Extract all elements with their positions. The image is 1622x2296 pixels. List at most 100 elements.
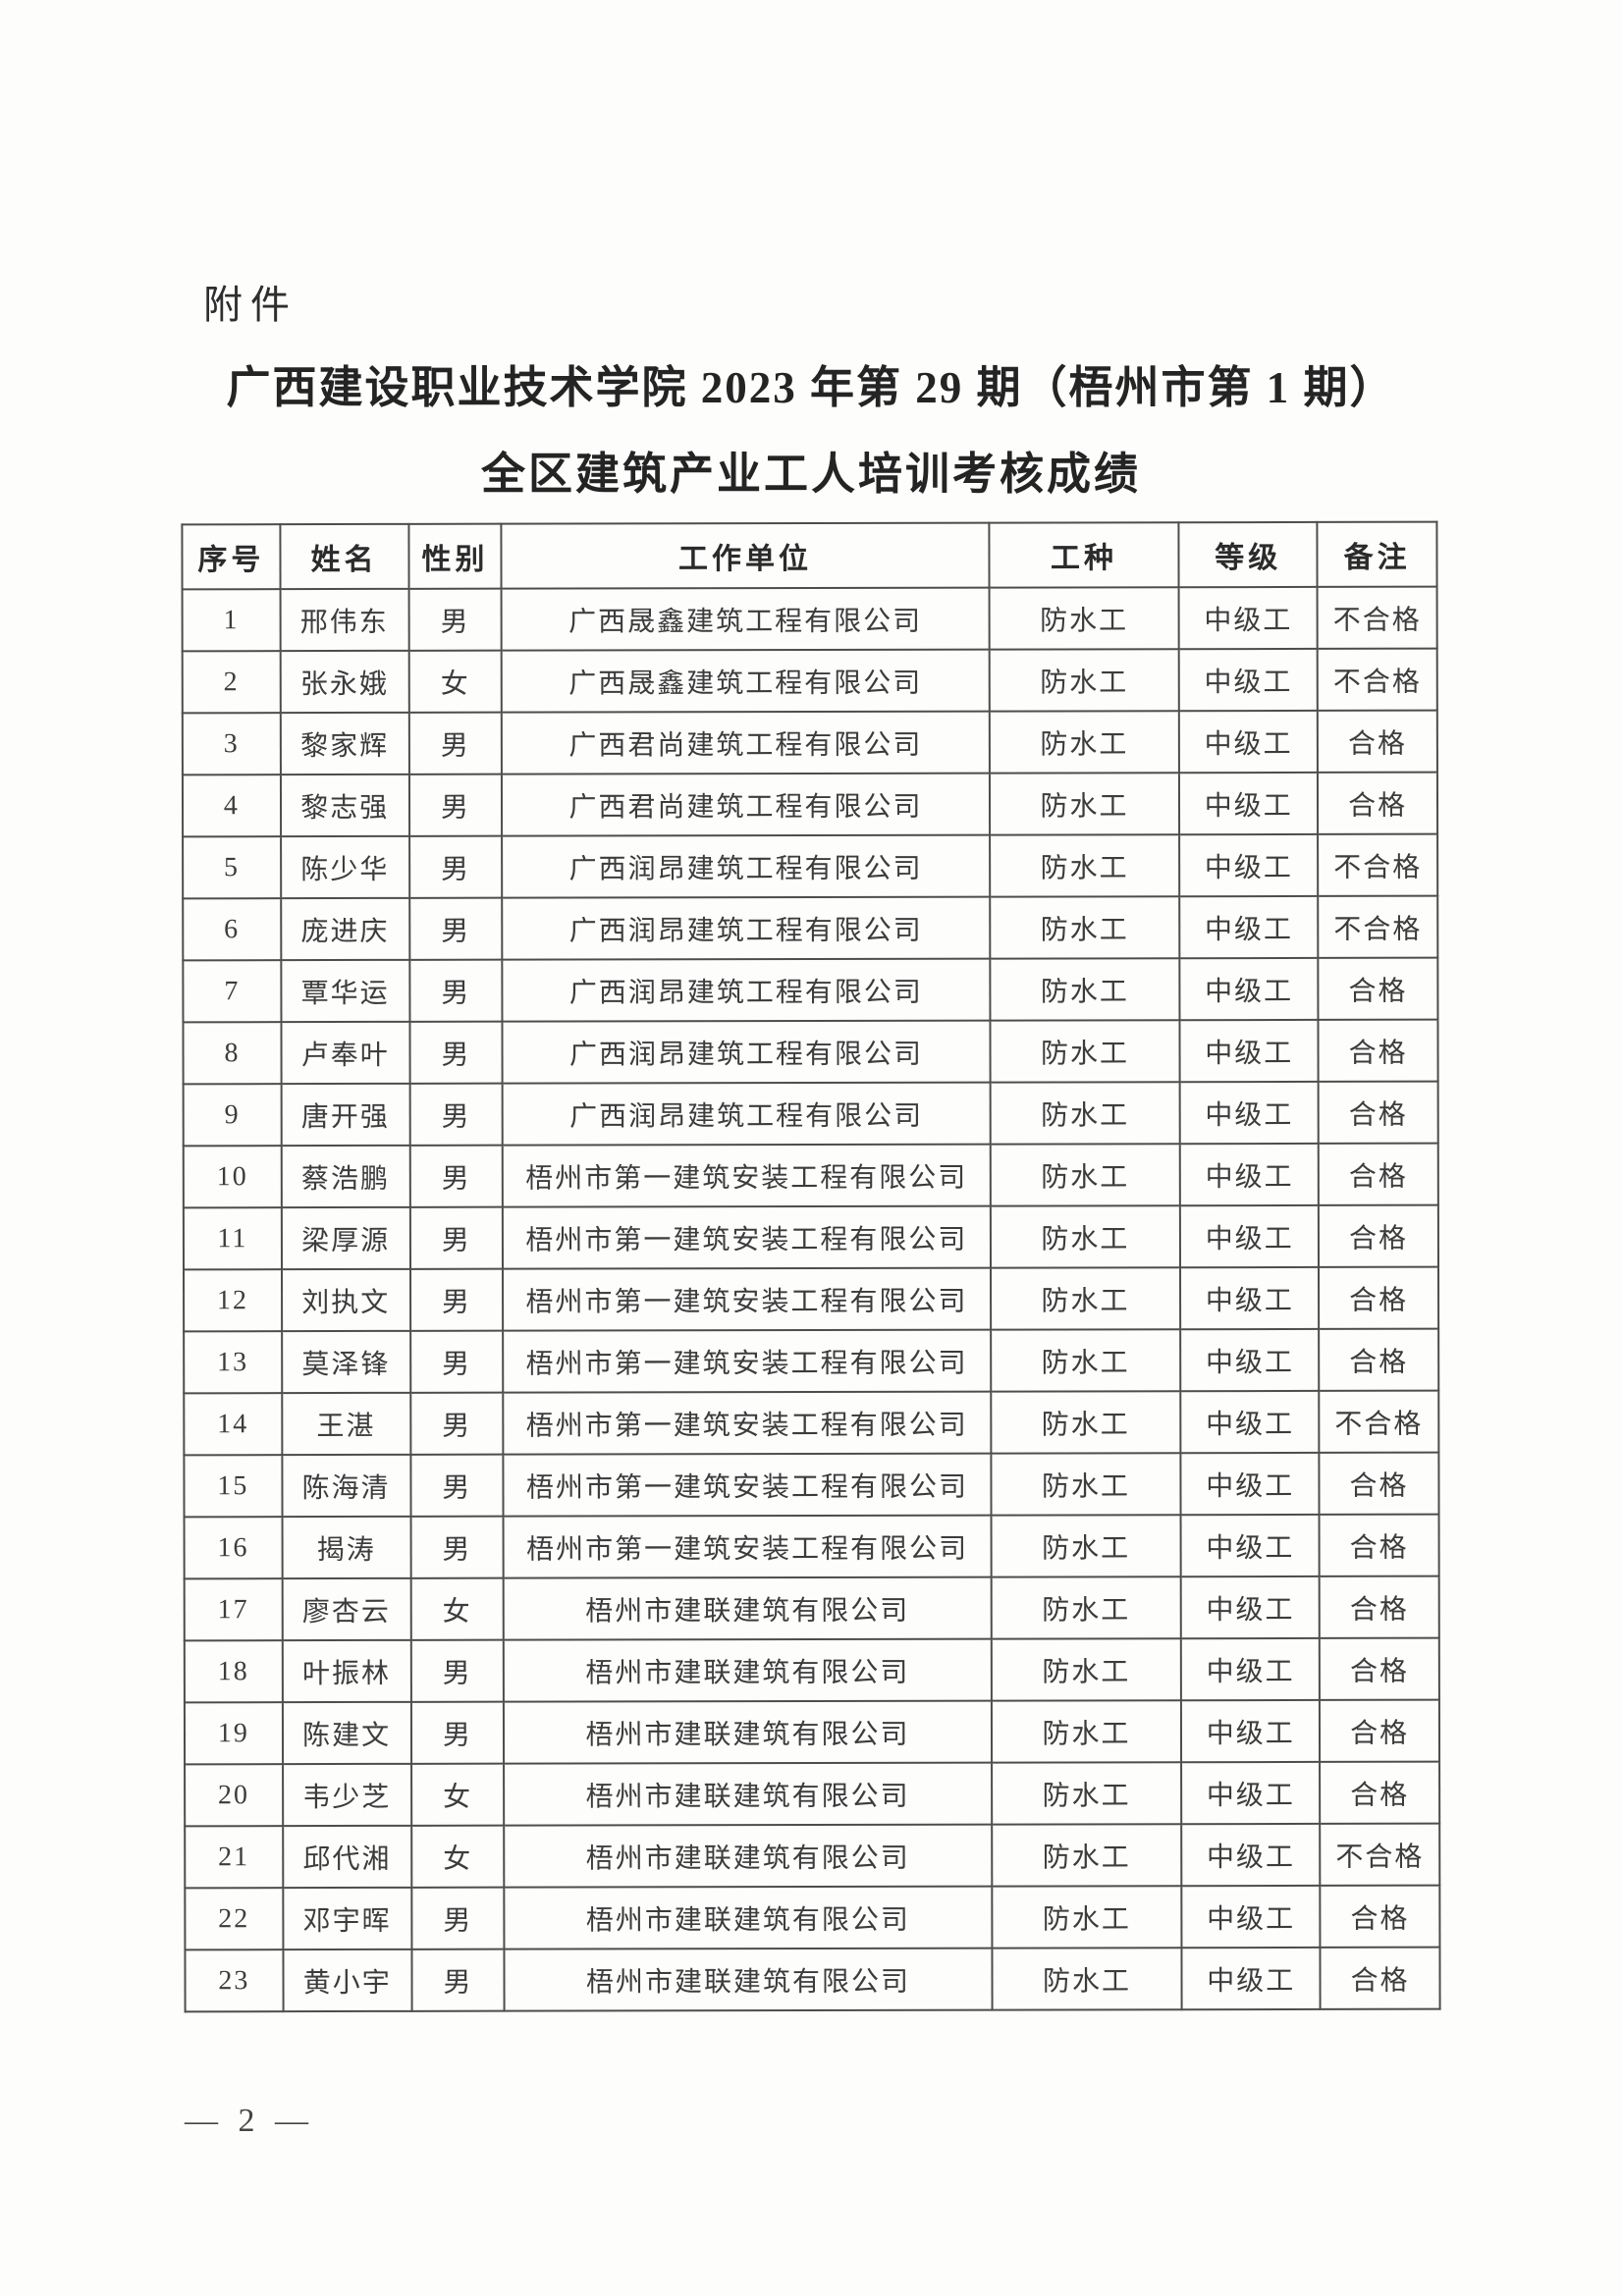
table-cell-remark: 不合格 — [1317, 648, 1437, 711]
table-cell-remark: 合格 — [1318, 1081, 1438, 1144]
table-cell-gender: 男 — [409, 1206, 504, 1269]
table-header-row: 序号 姓名 性别 工作单位 工种 等级 备注 — [182, 521, 1437, 590]
table-cell-index: 11 — [183, 1207, 282, 1270]
table-cell-level: 中级工 — [1180, 1390, 1320, 1454]
table-row: 13 莫泽锋男梧州市第一建筑安装工程有限公司 防水工 中级工 合格 — [184, 1328, 1439, 1394]
table-cell-remark: 合格 — [1320, 1947, 1440, 2009]
table-cell-trade: 防水工 — [989, 649, 1180, 712]
column-header-gender: 性别 — [407, 523, 502, 589]
table-cell-remark: 合格 — [1317, 710, 1437, 773]
table-cell-remark: 合格 — [1318, 1143, 1438, 1205]
table-cell-index: 21 — [185, 1826, 284, 1889]
table-cell-index: 12 — [184, 1269, 282, 1332]
table-row: 6 庞进庆男广西润昂建筑工程有限公司 防水工 中级工 不合格 — [183, 895, 1438, 961]
table-cell-gender: 男 — [410, 1949, 505, 2011]
table-cell-remark: 合格 — [1319, 1575, 1439, 1638]
table-cell-level: 中级工 — [1181, 1885, 1321, 1949]
table-cell-gender: 男 — [409, 1083, 504, 1146]
table-row: 9 唐开强男广西润昂建筑工程有限公司 防水工 中级工 合格 — [183, 1081, 1438, 1147]
table-cell-trade: 防水工 — [991, 1886, 1182, 1949]
table-cell-index: 14 — [184, 1393, 283, 1456]
table-cell-employer: 广西润昂建筑工程有限公司 — [502, 958, 991, 1022]
table-cell-gender: 男 — [408, 835, 503, 898]
table-row: 7 覃华运男广西润昂建筑工程有限公司 防水工 中级工 合格 — [183, 957, 1438, 1023]
table-cell-employer: 广西君尚建筑工程有限公司 — [502, 773, 990, 836]
table-cell-trade: 防水工 — [991, 1576, 1182, 1639]
table-row: 21 邱代湘女梧州市建联建筑有限公司 防水工 中级工 不合格 — [185, 1823, 1440, 1889]
table-cell-name: 张永娥 — [280, 650, 409, 714]
table-cell-employer: 广西润昂建筑工程有限公司 — [502, 1020, 991, 1084]
table-cell-level: 中级工 — [1180, 1575, 1320, 1639]
table-cell-name: 刘执文 — [281, 1268, 410, 1332]
column-header-remark: 备注 — [1317, 521, 1437, 587]
page-number: — 2 — — [185, 2103, 314, 2139]
table-cell-level: 中级工 — [1180, 1452, 1320, 1516]
table-cell-trade: 防水工 — [989, 958, 1180, 1021]
table-cell-name: 黄小宇 — [283, 1949, 412, 2012]
table-cell-name: 陈少华 — [280, 835, 409, 899]
table-cell-trade: 防水工 — [991, 1762, 1182, 1825]
column-header-employer: 工作单位 — [501, 522, 990, 589]
document-title-line-1: 广西建设职业技术学院 2023 年第 29 期（梧州市第 1 期） — [226, 363, 1396, 412]
table-cell-name: 卢奉叶 — [281, 1021, 410, 1085]
table-cell-employer: 梧州市第一建筑安装工程有限公司 — [503, 1391, 991, 1455]
table-cell-index: 16 — [184, 1517, 283, 1579]
column-header-index: 序号 — [182, 524, 281, 590]
table-cell-trade: 防水工 — [990, 1329, 1181, 1392]
table-cell-gender: 男 — [410, 1639, 505, 1702]
table-cell-trade: 防水工 — [990, 1267, 1181, 1330]
table-cell-level: 中级工 — [1181, 1823, 1321, 1887]
column-header-trade: 工种 — [989, 522, 1179, 588]
table-cell-level: 中级工 — [1180, 1328, 1320, 1392]
table-row: 22 邓宇晖男梧州市建联建筑有限公司 防水工 中级工 合格 — [185, 1885, 1440, 1950]
table-cell-gender: 男 — [409, 1021, 503, 1084]
table-cell-index: 8 — [183, 1022, 282, 1085]
table-cell-level: 中级工 — [1179, 833, 1319, 897]
table-row: 8 卢奉叶男广西润昂建筑工程有限公司 防水工 中级工 合格 — [183, 1019, 1438, 1085]
table-cell-trade: 防水工 — [991, 1824, 1182, 1887]
table-cell-index: 7 — [183, 960, 282, 1023]
table-cell-remark: 合格 — [1318, 772, 1438, 834]
table-cell-employer: 梧州市第一建筑安装工程有限公司 — [503, 1453, 992, 1517]
table-cell-trade: 防水工 — [989, 711, 1180, 774]
table-cell-name: 揭涛 — [282, 1516, 411, 1579]
table-cell-level: 中级工 — [1179, 1019, 1319, 1083]
table-cell-employer: 广西君尚建筑工程有限公司 — [502, 711, 990, 774]
table-cell-gender: 男 — [408, 588, 503, 651]
table-cell-employer: 梧州市第一建筑安装工程有限公司 — [503, 1205, 991, 1269]
table-cell-employer: 梧州市建联建筑有限公司 — [504, 1886, 993, 1949]
table-cell-name: 蔡浩鹏 — [281, 1145, 410, 1208]
table-cell-employer: 梧州市第一建筑安装工程有限公司 — [503, 1515, 992, 1578]
table-cell-remark: 合格 — [1319, 1328, 1439, 1391]
table-cell-remark: 合格 — [1319, 1637, 1439, 1700]
table-cell-trade: 防水工 — [989, 834, 1180, 897]
table-cell-trade: 防水工 — [991, 1638, 1182, 1701]
table-cell-name: 梁厚源 — [281, 1206, 410, 1270]
table-cell-trade: 防水工 — [991, 1515, 1181, 1577]
table-cell-remark: 合格 — [1319, 1452, 1439, 1515]
table-cell-remark: 合格 — [1320, 1699, 1440, 1762]
table-cell-index: 6 — [183, 898, 282, 961]
table-row: 18 叶振林男梧州市建联建筑有限公司 防水工 中级工 合格 — [184, 1637, 1439, 1703]
table-cell-employer: 广西晟鑫建筑工程有限公司 — [501, 587, 990, 651]
document-title-line-2: 全区建筑产业工人培训考核成绩 — [480, 450, 1141, 499]
table-row: 5 陈少华男广西润昂建筑工程有限公司 防水工 中级工 不合格 — [183, 833, 1438, 899]
table-row: 23 黄小宇男梧州市建联建筑有限公司 防水工 中级工 合格 — [185, 1947, 1440, 2012]
table-cell-trade: 防水工 — [992, 1948, 1182, 2010]
table-cell-remark: 不合格 — [1319, 1390, 1439, 1453]
table-cell-name: 覃华运 — [281, 959, 410, 1023]
table-cell-index: 15 — [184, 1455, 283, 1518]
table-row: 15 陈海清男梧州市第一建筑安装工程有限公司 防水工 中级工 合格 — [184, 1452, 1439, 1518]
table-cell-trade: 防水工 — [989, 896, 1180, 959]
table-cell-remark: 合格 — [1320, 1761, 1440, 1824]
table-cell-name: 韦少芝 — [282, 1763, 411, 1827]
table-cell-level: 中级工 — [1181, 1699, 1321, 1763]
table-cell-level: 中级工 — [1181, 1637, 1321, 1701]
table-cell-index: 9 — [183, 1084, 282, 1147]
table-cell-level: 中级工 — [1179, 1081, 1319, 1145]
table-cell-trade: 防水工 — [990, 1020, 1180, 1083]
column-header-level: 等级 — [1178, 521, 1318, 588]
table-cell-level: 中级工 — [1179, 710, 1319, 774]
table-cell-gender: 男 — [409, 1330, 504, 1393]
table-cell-name: 邢伟东 — [280, 588, 409, 652]
